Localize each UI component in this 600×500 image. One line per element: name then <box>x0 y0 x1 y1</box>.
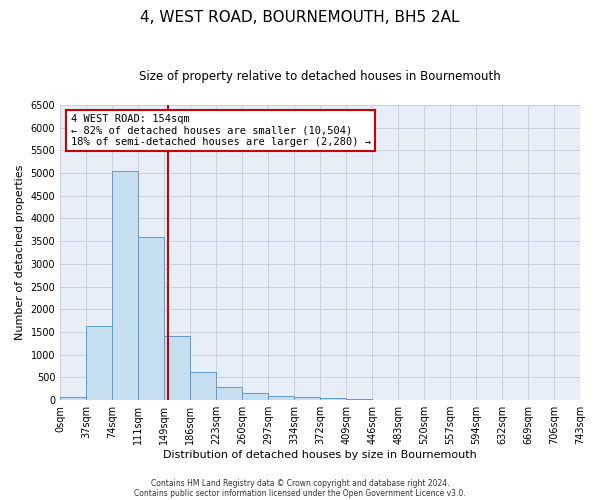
Title: Size of property relative to detached houses in Bournemouth: Size of property relative to detached ho… <box>139 70 501 83</box>
Bar <box>164 336 190 400</box>
Text: Contains HM Land Registry data © Crown copyright and database right 2024.: Contains HM Land Registry data © Crown c… <box>151 478 449 488</box>
Bar <box>346 398 372 400</box>
Bar <box>268 396 294 400</box>
Bar <box>242 394 268 400</box>
Bar <box>138 236 164 400</box>
Bar <box>86 326 112 400</box>
Bar <box>294 396 320 400</box>
Text: 4 WEST ROAD: 154sqm
← 82% of detached houses are smaller (10,504)
18% of semi-de: 4 WEST ROAD: 154sqm ← 82% of detached ho… <box>71 114 371 147</box>
Text: Contains public sector information licensed under the Open Government Licence v3: Contains public sector information licen… <box>134 488 466 498</box>
Bar <box>190 372 216 400</box>
Bar <box>60 396 86 400</box>
Bar <box>112 171 138 400</box>
Y-axis label: Number of detached properties: Number of detached properties <box>15 165 25 340</box>
Bar <box>216 387 242 400</box>
Text: 4, WEST ROAD, BOURNEMOUTH, BH5 2AL: 4, WEST ROAD, BOURNEMOUTH, BH5 2AL <box>140 10 460 25</box>
Bar <box>320 398 346 400</box>
X-axis label: Distribution of detached houses by size in Bournemouth: Distribution of detached houses by size … <box>163 450 477 460</box>
